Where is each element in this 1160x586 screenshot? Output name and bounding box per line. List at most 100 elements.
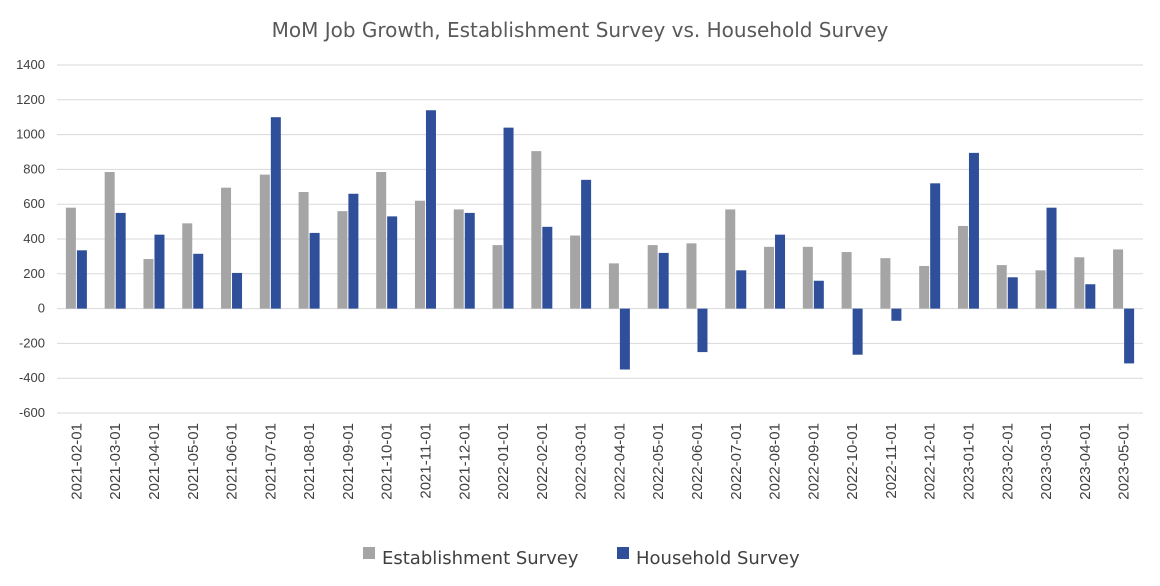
x-tick-label: 2022-07-01 bbox=[728, 423, 745, 500]
y-tick-label: -400 bbox=[19, 370, 45, 385]
bar-establishment bbox=[182, 223, 193, 309]
x-tick-label: 2022-04-01 bbox=[611, 423, 628, 500]
y-tick-label: 1400 bbox=[16, 57, 45, 72]
bar-establishment bbox=[259, 174, 270, 309]
bar-household bbox=[813, 280, 824, 309]
x-tick-label: 2021-05-01 bbox=[185, 423, 202, 500]
y-tick-label: -200 bbox=[19, 335, 45, 350]
bar-household bbox=[348, 193, 359, 309]
bar-household bbox=[425, 110, 436, 309]
bar-establishment bbox=[414, 200, 425, 309]
bar-establishment bbox=[65, 207, 76, 309]
bar-establishment bbox=[531, 151, 542, 309]
x-tick-label: 2022-12-01 bbox=[922, 423, 939, 500]
bar-household bbox=[232, 272, 243, 309]
bar-household bbox=[115, 212, 126, 309]
x-tick-label: 2022-06-01 bbox=[689, 423, 706, 500]
x-tick-label: 2021-06-01 bbox=[224, 423, 241, 500]
y-tick-label: 800 bbox=[23, 161, 45, 176]
bar-establishment bbox=[376, 172, 387, 309]
bar-household bbox=[464, 212, 475, 309]
bar-household bbox=[542, 226, 553, 309]
x-tick-label: 2022-10-01 bbox=[844, 423, 861, 500]
x-tick-label: 2022-01-01 bbox=[495, 423, 512, 500]
legend-swatch-establishment bbox=[363, 547, 375, 559]
bar-household bbox=[1085, 284, 1096, 309]
x-tick-label: 2021-10-01 bbox=[379, 423, 396, 500]
bar-household bbox=[1046, 207, 1057, 309]
bar-establishment bbox=[1035, 270, 1046, 309]
x-tick-label: 2023-02-01 bbox=[999, 423, 1016, 500]
x-axis-ticks: 2021-02-01 2021-03-01 2021-04-01 2021-05-01… bbox=[68, 423, 1132, 500]
y-tick-label: 1000 bbox=[16, 127, 45, 142]
bar-household bbox=[736, 270, 747, 309]
bar-household bbox=[891, 308, 902, 321]
bar-establishment bbox=[1113, 249, 1124, 309]
x-tick-label: 2022-02-01 bbox=[534, 423, 551, 500]
bar-household bbox=[503, 127, 514, 309]
y-tick-label: -600 bbox=[19, 405, 45, 420]
bar-establishment bbox=[919, 265, 930, 309]
x-tick-label: 2022-08-01 bbox=[767, 423, 784, 500]
chart-title: MoM Job Growth, Establishment Survey vs.… bbox=[272, 18, 889, 42]
bar-establishment bbox=[647, 245, 658, 309]
y-tick-label: 1200 bbox=[16, 92, 45, 107]
bar-household bbox=[619, 308, 630, 370]
bar-household bbox=[658, 252, 669, 309]
bar-establishment bbox=[764, 246, 775, 309]
legend-label-establishment: Establishment Survey bbox=[382, 548, 579, 569]
x-tick-label: 2023-05-01 bbox=[1116, 423, 1133, 500]
x-tick-label: 2021-03-01 bbox=[107, 423, 124, 500]
x-tick-label: 2021-02-01 bbox=[68, 423, 85, 500]
gridlines bbox=[57, 64, 1143, 414]
bar-household bbox=[775, 234, 786, 309]
x-tick-label: 2021-12-01 bbox=[456, 423, 473, 500]
bar-household bbox=[309, 232, 320, 309]
bar-establishment bbox=[802, 246, 813, 309]
legend-label-household: Household Survey bbox=[636, 548, 800, 569]
bar-establishment bbox=[996, 265, 1007, 309]
bar-household bbox=[852, 308, 863, 355]
bar-household bbox=[1007, 277, 1018, 309]
bar-household bbox=[697, 308, 708, 353]
bar-establishment bbox=[686, 243, 697, 309]
x-tick-label: 2023-04-01 bbox=[1077, 423, 1094, 500]
bar-household bbox=[270, 117, 281, 309]
x-tick-label: 2021-09-01 bbox=[340, 423, 357, 500]
bar-household bbox=[930, 183, 941, 309]
bar-household bbox=[968, 152, 979, 309]
bar-establishment bbox=[104, 172, 115, 309]
bar-establishment bbox=[298, 192, 309, 309]
bar-household bbox=[1124, 308, 1135, 364]
bars bbox=[65, 110, 1135, 370]
x-tick-label: 2022-03-01 bbox=[573, 423, 590, 500]
x-tick-label: 2021-08-01 bbox=[301, 423, 318, 500]
y-tick-label: 600 bbox=[23, 196, 45, 211]
bar-establishment bbox=[608, 263, 619, 309]
bar-establishment bbox=[957, 225, 968, 309]
bar-establishment bbox=[841, 252, 852, 309]
bar-household bbox=[76, 250, 87, 309]
bar-establishment bbox=[492, 245, 503, 309]
bar-establishment bbox=[143, 259, 154, 309]
y-axis-ticks: 1400 1200 1000 800 600 400 200 0 -200 -400 -600 bbox=[16, 57, 45, 420]
bar-establishment bbox=[1074, 257, 1085, 309]
bar-household bbox=[154, 234, 165, 309]
bar-establishment bbox=[725, 209, 736, 309]
bar-household bbox=[581, 179, 592, 309]
x-tick-label: 2022-09-01 bbox=[805, 423, 822, 500]
bar-establishment bbox=[453, 209, 464, 309]
bar-establishment bbox=[221, 187, 232, 309]
x-tick-label: 2021-07-01 bbox=[262, 423, 279, 500]
bar-establishment bbox=[570, 235, 581, 309]
x-tick-label: 2021-04-01 bbox=[146, 423, 163, 500]
x-tick-label: 2023-03-01 bbox=[1038, 423, 1055, 500]
x-tick-label: 2022-11-01 bbox=[883, 423, 900, 499]
y-tick-label: 400 bbox=[23, 231, 45, 246]
bar-household bbox=[193, 253, 204, 309]
legend: Establishment Survey Household Survey bbox=[363, 547, 800, 569]
x-tick-label: 2022-05-01 bbox=[650, 423, 667, 500]
y-tick-label: 200 bbox=[23, 266, 45, 281]
x-tick-label: 2021-11-01 bbox=[417, 423, 434, 499]
